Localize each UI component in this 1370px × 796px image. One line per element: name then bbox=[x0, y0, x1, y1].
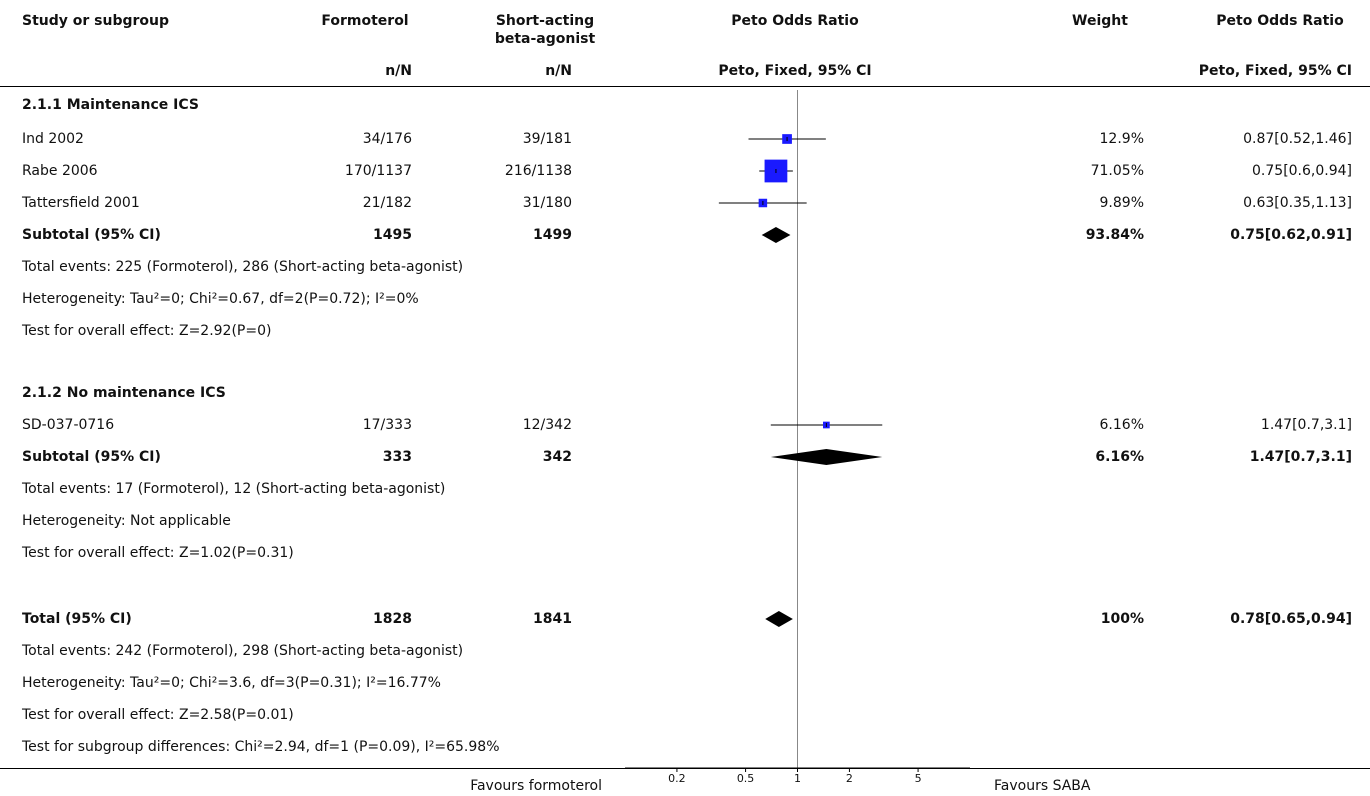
study-formoterol: 34/176 bbox=[362, 131, 412, 147]
note-text: Test for subgroup differences: Chi²=2.94… bbox=[22, 739, 500, 755]
note-text: Total events: 17 (Formoterol), 12 (Short… bbox=[22, 481, 446, 497]
study-row: SD-037-0716 17/333 12/342 6.16% 1.47[0.7… bbox=[0, 409, 1370, 441]
header-study: Study or subgroup bbox=[22, 13, 170, 29]
subtotal-formoterol: 1495 bbox=[373, 227, 412, 243]
header-nN-formoterol: n/N bbox=[385, 63, 412, 79]
total-label: Total (95% CI) bbox=[22, 611, 132, 627]
note-row: Total events: 242 (Formoterol), 298 (Sho… bbox=[0, 635, 1370, 667]
note-row: Total events: 225 (Formoterol), 286 (Sho… bbox=[0, 251, 1370, 283]
study-row: Rabe 2006 170/1137 216/1138 71.05% 0.75[… bbox=[0, 155, 1370, 187]
study-saba: 216/1138 bbox=[504, 163, 572, 179]
note-text: Heterogeneity: Tau²=0; Chi²=0.67, df=2(P… bbox=[22, 291, 419, 307]
x-tick-label: 0.5 bbox=[737, 772, 755, 785]
note-text: Heterogeneity: Tau²=0; Chi²=3.6, df=3(P=… bbox=[22, 675, 441, 691]
note-text: Test for overall effect: Z=2.92(P=0) bbox=[22, 323, 272, 339]
subtotal-weight: 93.84% bbox=[1085, 227, 1144, 243]
study-formoterol: 17/333 bbox=[362, 417, 412, 433]
x-tick-label: 0.2 bbox=[668, 772, 686, 785]
study-name: SD-037-0716 bbox=[22, 417, 115, 433]
header-method-plot: Peto, Fixed, 95% CI bbox=[718, 63, 872, 79]
note-text: Total events: 242 (Formoterol), 298 (Sho… bbox=[22, 643, 464, 659]
subtotal-saba: 342 bbox=[542, 449, 572, 465]
study-row: Tattersfield 2001 21/182 31/180 9.89% 0.… bbox=[0, 187, 1370, 219]
header-weight: Weight bbox=[1072, 13, 1128, 29]
study-saba: 12/342 bbox=[522, 417, 572, 433]
header-saba: Short-acting beta-agonist bbox=[480, 12, 610, 48]
summary-diamond bbox=[765, 611, 793, 627]
subgroup-title: 2.1.1 Maintenance ICS bbox=[22, 97, 199, 113]
subtotal-label: Subtotal (95% CI) bbox=[22, 227, 161, 243]
study-name: Rabe 2006 bbox=[22, 163, 98, 179]
note-row: Test for overall effect: Z=1.02(P=0.31) bbox=[0, 537, 1370, 569]
study-ci: 0.75[0.6,0.94] bbox=[1252, 163, 1352, 179]
note-row: Test for subgroup differences: Chi²=2.94… bbox=[0, 731, 1370, 763]
study-weight: 6.16% bbox=[1099, 417, 1144, 433]
study-saba: 31/180 bbox=[522, 195, 572, 211]
header-nN-saba: n/N bbox=[545, 63, 572, 79]
note-text: Test for overall effect: Z=2.58(P=0.01) bbox=[22, 707, 294, 723]
note-row: Test for overall effect: Z=2.58(P=0.01) bbox=[0, 699, 1370, 731]
note-text: Heterogeneity: Not applicable bbox=[22, 513, 231, 529]
note-text: Total events: 225 (Formoterol), 286 (Sho… bbox=[22, 259, 464, 275]
subtotal-row: Subtotal (95% CI) 1495 1499 93.84% 0.75[… bbox=[0, 219, 1370, 251]
total-row: Total (95% CI) 1828 1841 100% 0.78[0.65,… bbox=[0, 603, 1370, 635]
study-name: Tattersfield 2001 bbox=[22, 195, 140, 211]
study-ci: 1.47[0.7,3.1] bbox=[1260, 417, 1352, 433]
subtotal-row: Subtotal (95% CI) 333 342 6.16% 1.47[0.7… bbox=[0, 441, 1370, 473]
note-text: Test for overall effect: Z=1.02(P=0.31) bbox=[22, 545, 294, 561]
subtotal-weight: 6.16% bbox=[1095, 449, 1144, 465]
study-weight: 71.05% bbox=[1090, 163, 1144, 179]
subgroup-title-row: 2.1.1 Maintenance ICS bbox=[0, 89, 1370, 121]
subtotal-saba: 1499 bbox=[533, 227, 572, 243]
header-divider bbox=[0, 86, 1370, 87]
study-name: Ind 2002 bbox=[22, 131, 84, 147]
study-row: Ind 2002 34/176 39/181 12.9% 0.87[0.52,1… bbox=[0, 123, 1370, 155]
note-row: Heterogeneity: Not applicable bbox=[0, 505, 1370, 537]
header-saba-line2: beta-agonist bbox=[494, 31, 596, 47]
note-row: Heterogeneity: Tau²=0; Chi²=0.67, df=2(P… bbox=[0, 283, 1370, 315]
summary-diamond bbox=[761, 227, 791, 243]
favours-right-label: Favours SABA bbox=[994, 778, 1091, 794]
total-weight: 100% bbox=[1100, 611, 1144, 627]
study-saba: 39/181 bbox=[522, 131, 572, 147]
note-row: Total events: 17 (Formoterol), 12 (Short… bbox=[0, 473, 1370, 505]
study-ci: 0.87[0.52,1.46] bbox=[1243, 131, 1352, 147]
note-row: Heterogeneity: Tau²=0; Chi²=3.6, df=3(P=… bbox=[0, 667, 1370, 699]
study-ci: 0.63[0.35,1.13] bbox=[1243, 195, 1352, 211]
header-peto-ci: Peto Odds Ratio bbox=[1216, 13, 1344, 29]
header-saba-line1: Short-acting bbox=[495, 13, 595, 29]
study-weight: 9.89% bbox=[1099, 195, 1144, 211]
header-method-ci: Peto, Fixed, 95% CI bbox=[1198, 63, 1352, 79]
subtotal-ci: 0.75[0.62,0.91] bbox=[1230, 227, 1352, 243]
study-weight: 12.9% bbox=[1099, 131, 1144, 147]
subtotal-formoterol: 333 bbox=[382, 449, 412, 465]
header-peto-plot: Peto Odds Ratio bbox=[731, 13, 859, 29]
subgroup-title: 2.1.2 No maintenance ICS bbox=[22, 385, 226, 401]
note-row: Test for overall effect: Z=2.92(P=0) bbox=[0, 315, 1370, 347]
total-saba: 1841 bbox=[533, 611, 572, 627]
total-formoterol: 1828 bbox=[373, 611, 412, 627]
subgroup-title-row: 2.1.2 No maintenance ICS bbox=[0, 377, 1370, 409]
summary-diamond bbox=[770, 449, 883, 465]
x-tick-label: 2 bbox=[846, 772, 853, 785]
subtotal-ci: 1.47[0.7,3.1] bbox=[1249, 449, 1352, 465]
study-formoterol: 21/182 bbox=[362, 195, 412, 211]
x-tick-label: 5 bbox=[915, 772, 922, 785]
total-ci: 0.78[0.65,0.94] bbox=[1230, 611, 1352, 627]
favours-left-label: Favours formoterol bbox=[470, 778, 602, 794]
x-tick-label: 1 bbox=[794, 772, 801, 785]
header-formoterol: Formoterol bbox=[321, 13, 409, 29]
study-formoterol: 170/1137 bbox=[344, 163, 412, 179]
subtotal-label: Subtotal (95% CI) bbox=[22, 449, 161, 465]
